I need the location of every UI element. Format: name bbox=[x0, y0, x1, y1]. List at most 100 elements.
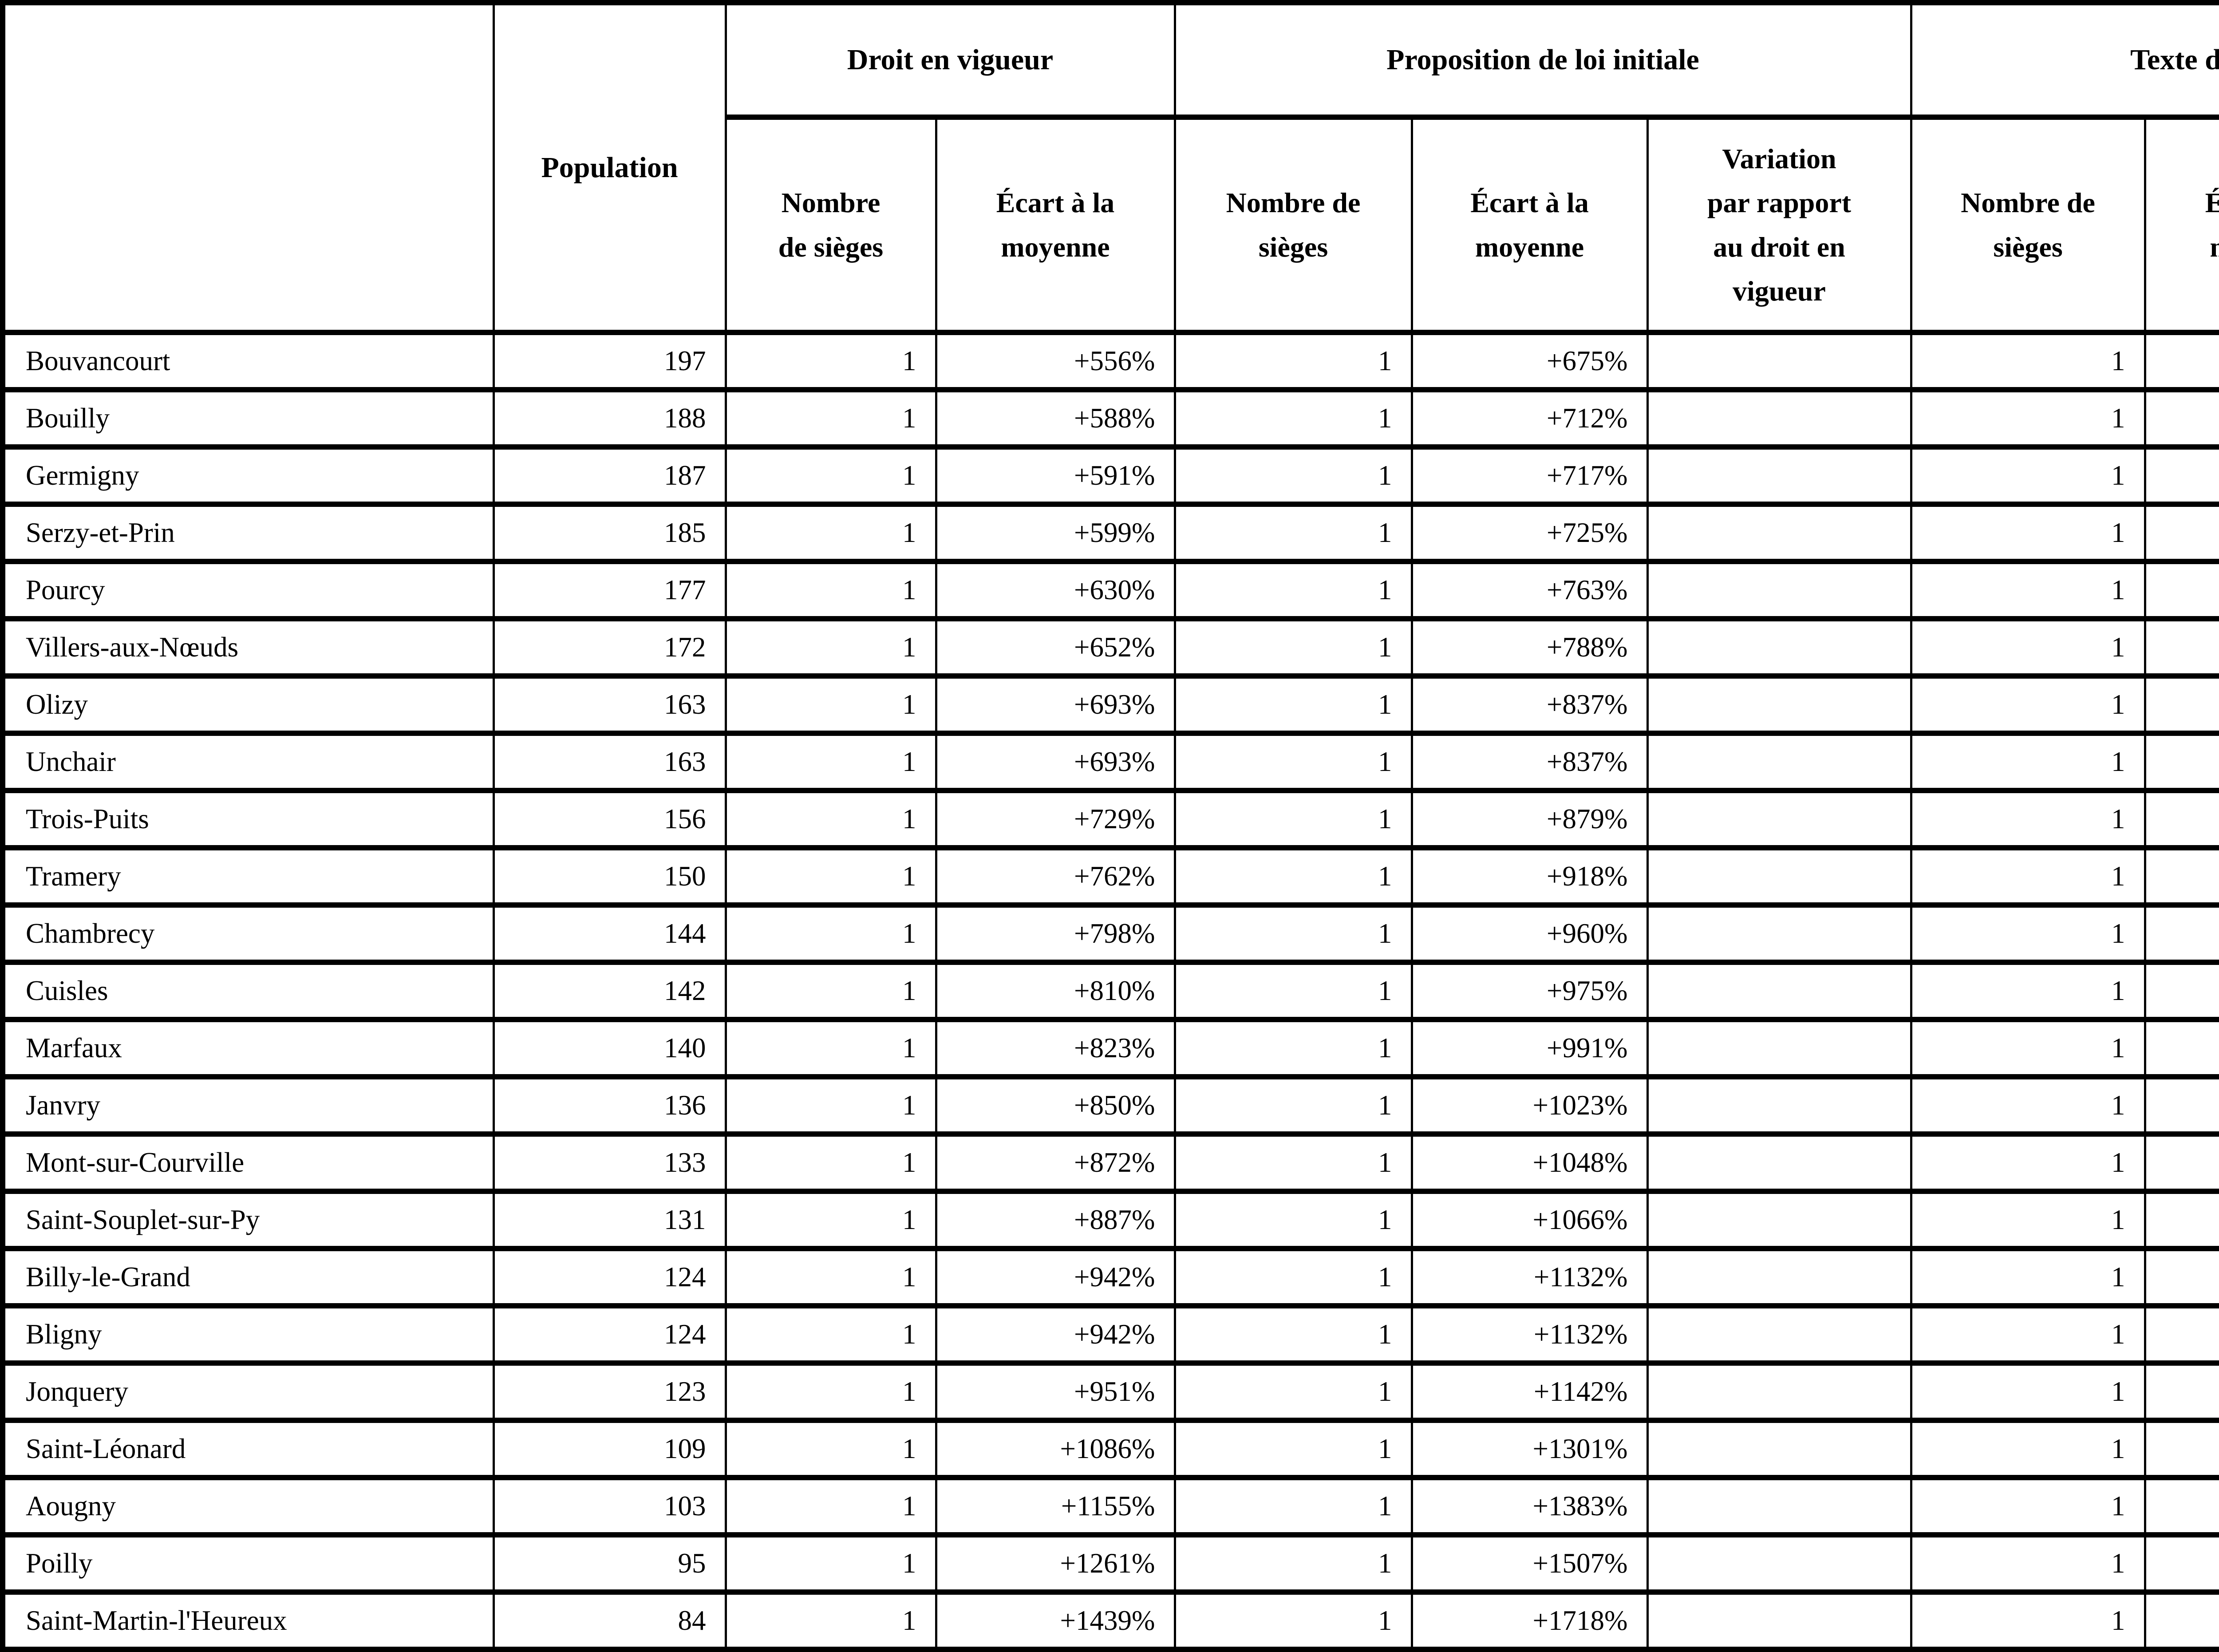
droit-nombre-sieges-cell: 1 bbox=[724, 675, 937, 735]
droit-ecart-moyenne-cell: +872% bbox=[935, 1133, 1176, 1193]
prop-variation-cell bbox=[1646, 961, 1912, 1021]
prop-nombre-sieges-cell: 1 bbox=[1173, 961, 1413, 1021]
prop-ecart-moyenne-cell: +1142% bbox=[1410, 1362, 1649, 1422]
droit-nombre-sieges-cell: 1 bbox=[724, 1362, 937, 1422]
commune-name-cell: Villers-aux-Nœuds bbox=[1, 617, 495, 677]
droit-nombre-sieges-cell: 1 bbox=[724, 1304, 937, 1364]
droit-nombre-sieges-cell: 1 bbox=[724, 1133, 937, 1193]
comm-ecart-moyenne-cell: +847% bbox=[2144, 1133, 2219, 1193]
table-body: Bouvancourt1971+556%1+675%1+539%Bouilly1… bbox=[1, 331, 2219, 1651]
prop-ecart-moyenne-cell: +1048% bbox=[1410, 1133, 1649, 1193]
prop-ecart-moyenne-cell: +712% bbox=[1410, 388, 1649, 448]
droit-ecart-moyenne-cell: +823% bbox=[935, 1018, 1176, 1078]
comm-nombre-sieges-cell: 1 bbox=[1910, 617, 2146, 677]
prop-ecart-moyenne-cell: +788% bbox=[1410, 617, 1649, 677]
population-cell: 124 bbox=[492, 1247, 727, 1307]
prop-nombre-sieges-cell: 1 bbox=[1173, 846, 1413, 906]
population-cell: 172 bbox=[492, 617, 727, 677]
comm-ecart-moyenne-cell: +707% bbox=[2144, 789, 2219, 849]
droit-ecart-moyenne-cell: +556% bbox=[935, 331, 1176, 391]
commune-name-cell: Trois-Puits bbox=[1, 789, 495, 849]
commune-name-cell: Pourcy bbox=[1, 560, 495, 620]
droit-ecart-moyenne-cell: +729% bbox=[935, 789, 1176, 849]
commune-name-cell: Tramery bbox=[1, 846, 495, 906]
droit-ecart-moyenne-cell: +1261% bbox=[935, 1533, 1176, 1593]
population-cell: 197 bbox=[492, 331, 727, 391]
droit-nombre-sieges-cell: 1 bbox=[724, 789, 937, 849]
prop-variation-cell bbox=[1646, 1533, 1912, 1593]
comm-nombre-sieges-cell: 1 bbox=[1910, 1304, 2146, 1364]
population-cell: 150 bbox=[492, 846, 727, 906]
table-header: Population Droit en vigueur Proposition … bbox=[1, 1, 2219, 334]
subheader-comm-nombre-sieges: Nombre de sièges bbox=[1910, 116, 2146, 334]
comm-ecart-moyenne-cell: +673% bbox=[2144, 732, 2219, 792]
prop-ecart-moyenne-cell: +763% bbox=[1410, 560, 1649, 620]
comm-nombre-sieges-cell: 1 bbox=[1910, 503, 2146, 563]
comm-ecart-moyenne-cell: +740% bbox=[2144, 846, 2219, 906]
table-row: Saint-Martin-l'Heureux841+1439%1+1718%1+… bbox=[1, 1591, 2219, 1651]
droit-nombre-sieges-cell: 1 bbox=[724, 732, 937, 792]
prop-ecart-moyenne-cell: +879% bbox=[1410, 789, 1649, 849]
comm-ecart-moyenne-cell: +673% bbox=[2144, 675, 2219, 735]
droit-ecart-moyenne-cell: +810% bbox=[935, 961, 1176, 1021]
prop-ecart-moyenne-cell: +675% bbox=[1410, 331, 1649, 391]
prop-variation-cell bbox=[1646, 675, 1912, 735]
population-cell: 156 bbox=[492, 789, 727, 849]
population-cell: 142 bbox=[492, 961, 727, 1021]
prop-ecart-moyenne-cell: +1507% bbox=[1410, 1533, 1649, 1593]
comm-ecart-moyenne-cell: +574% bbox=[2144, 446, 2219, 506]
prop-variation-cell bbox=[1646, 1133, 1912, 1193]
population-cell: 109 bbox=[492, 1419, 727, 1479]
prop-nombre-sieges-cell: 1 bbox=[1173, 331, 1413, 391]
comm-nombre-sieges-cell: 1 bbox=[1910, 1247, 2146, 1307]
droit-ecart-moyenne-cell: +652% bbox=[935, 617, 1176, 677]
population-cell: 140 bbox=[492, 1018, 727, 1078]
comm-nombre-sieges-cell: 1 bbox=[1910, 961, 2146, 1021]
droit-nombre-sieges-cell: 1 bbox=[724, 560, 937, 620]
droit-nombre-sieges-cell: 1 bbox=[724, 1247, 937, 1307]
prop-nombre-sieges-cell: 1 bbox=[1173, 1190, 1413, 1250]
population-cell: 133 bbox=[492, 1133, 727, 1193]
population-cell: 188 bbox=[492, 388, 727, 448]
droit-ecart-moyenne-cell: +850% bbox=[935, 1075, 1176, 1135]
prop-nombre-sieges-cell: 1 bbox=[1173, 904, 1413, 964]
prop-nombre-sieges-cell: 1 bbox=[1173, 1476, 1413, 1536]
commune-name-cell: Chambrecy bbox=[1, 904, 495, 964]
droit-nombre-sieges-cell: 1 bbox=[724, 1018, 937, 1078]
commune-name-cell: Bligny bbox=[1, 1304, 495, 1364]
prop-nombre-sieges-cell: 1 bbox=[1173, 617, 1413, 677]
corner-cell bbox=[1, 1, 495, 334]
commune-name-cell: Germigny bbox=[1, 446, 495, 506]
droit-ecart-moyenne-cell: +591% bbox=[935, 446, 1176, 506]
droit-ecart-moyenne-cell: +942% bbox=[935, 1304, 1176, 1364]
commune-name-cell: Jonquery bbox=[1, 1362, 495, 1422]
comm-nombre-sieges-cell: 1 bbox=[1910, 1476, 2146, 1536]
prop-variation-cell bbox=[1646, 1304, 1912, 1364]
prop-ecart-moyenne-cell: +1132% bbox=[1410, 1247, 1649, 1307]
sub-header-row: Nombre de sièges Écart à la moyenne Nomb… bbox=[3, 116, 2219, 334]
prop-nombre-sieges-cell: 1 bbox=[1173, 1018, 1413, 1078]
droit-ecart-moyenne-cell: +951% bbox=[935, 1362, 1176, 1422]
prop-ecart-moyenne-cell: +717% bbox=[1410, 446, 1649, 506]
comm-nombre-sieges-cell: 1 bbox=[1910, 789, 2146, 849]
prop-ecart-moyenne-cell: +918% bbox=[1410, 846, 1649, 906]
comm-ecart-moyenne-cell: +1056% bbox=[2144, 1419, 2219, 1479]
prop-ecart-moyenne-cell: +1301% bbox=[1410, 1419, 1649, 1479]
commune-name-cell: Billy-le-Grand bbox=[1, 1247, 495, 1307]
commune-name-cell: Saint-Martin-l'Heureux bbox=[1, 1591, 495, 1651]
prop-variation-cell bbox=[1646, 503, 1912, 563]
prop-nombre-sieges-cell: 1 bbox=[1173, 560, 1413, 620]
prop-variation-cell bbox=[1646, 789, 1912, 849]
comm-ecart-moyenne-cell: +1399% bbox=[2144, 1591, 2219, 1651]
droit-ecart-moyenne-cell: +1086% bbox=[935, 1419, 1176, 1479]
prop-variation-cell bbox=[1646, 388, 1912, 448]
commune-name-cell: Janvry bbox=[1, 1075, 495, 1135]
comm-nombre-sieges-cell: 1 bbox=[1910, 904, 2146, 964]
